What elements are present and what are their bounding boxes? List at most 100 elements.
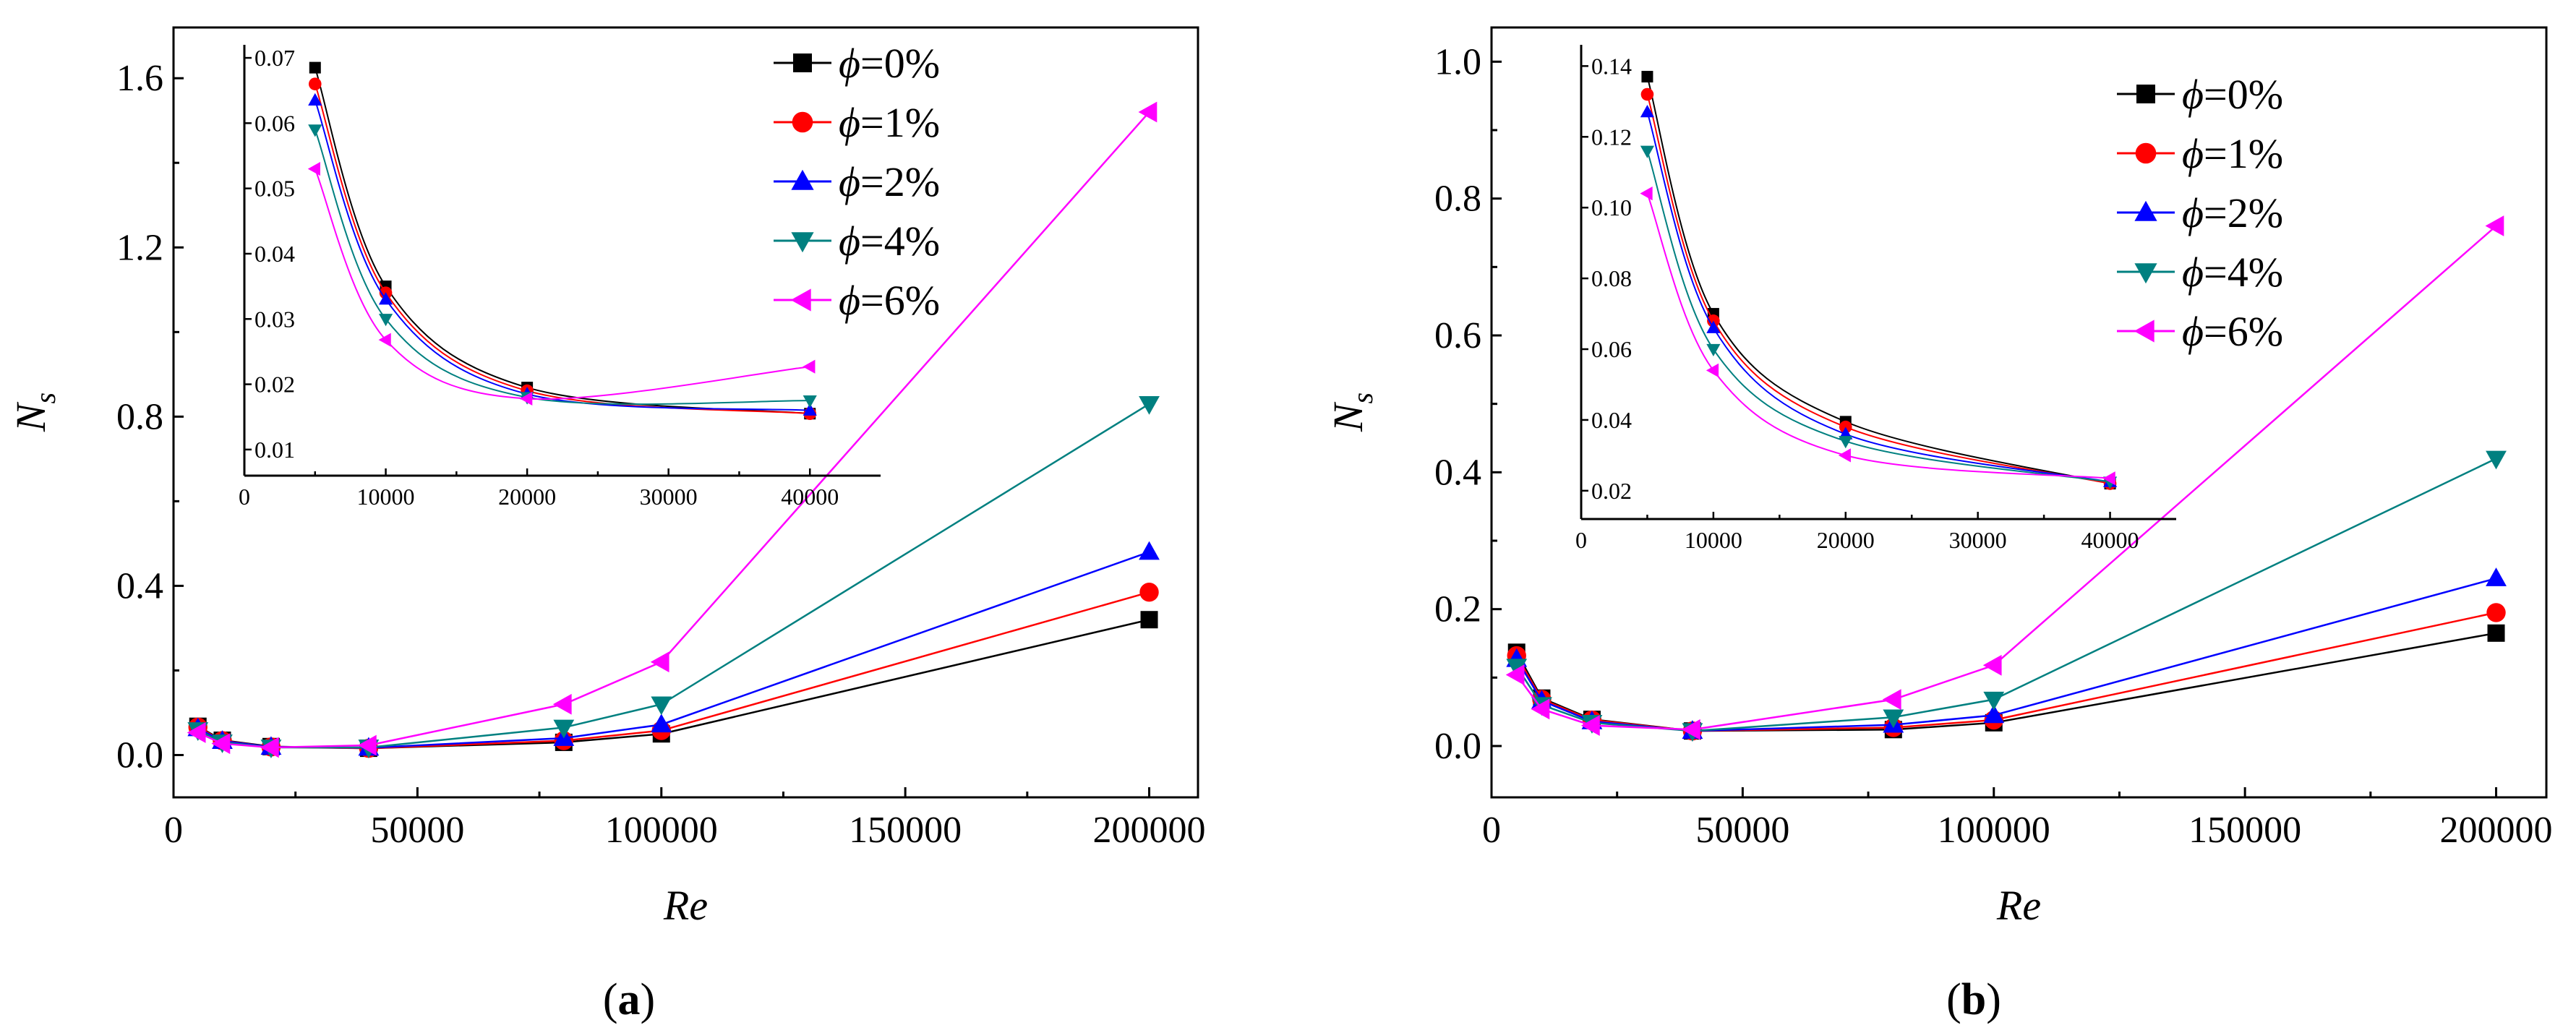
- inset-data-point: [1640, 187, 1653, 201]
- series-4: [187, 101, 1158, 758]
- data-point: [553, 719, 575, 739]
- panel-label-open: (: [603, 975, 618, 1024]
- series-line: [197, 591, 1150, 750]
- inset-series-3: [308, 124, 817, 408]
- inset-series-1: [308, 77, 817, 421]
- data-point: [1139, 395, 1160, 415]
- legend-equals: =: [2204, 249, 2228, 296]
- series-line: [197, 619, 1150, 750]
- inset-series-line: [314, 67, 810, 415]
- y-axis-label-subscript: s: [29, 393, 61, 404]
- data-point: [2487, 624, 2505, 642]
- legend-symbol: ϕ: [839, 40, 860, 87]
- legend: ϕ=0%ϕ=1%ϕ=2%ϕ=4%ϕ=6%: [774, 40, 940, 324]
- x-tick-label: 100000: [1938, 810, 2050, 851]
- inset-series-4: [1640, 187, 2115, 486]
- inset-data-point: [308, 77, 322, 90]
- inset-data-point: [307, 161, 320, 176]
- legend-label: ϕ=1%: [839, 99, 940, 146]
- inset-x-tick-label: 10000: [1685, 527, 1742, 553]
- series-line: [1515, 458, 2497, 732]
- legend-equals: =: [860, 277, 884, 324]
- series-0: [1507, 624, 2505, 740]
- inset-data-point: [1839, 436, 1853, 449]
- inset-y-tick-label: 0.01: [254, 437, 295, 463]
- series-line: [197, 403, 1150, 749]
- inset-data-point: [378, 314, 393, 327]
- panel-label: (a): [603, 975, 655, 1024]
- legend-marker: [790, 288, 811, 312]
- data-point: [211, 733, 231, 755]
- inset-x-tick-label: 0: [239, 484, 250, 510]
- data-point: [260, 737, 279, 758]
- legend-equals: =: [860, 99, 884, 146]
- inset-chart: 0 10000 20000 30000 40000 0.02 0.04 0.06 0.08 0.1…: [1575, 45, 2176, 553]
- x-tick-label: 100000: [605, 810, 718, 851]
- legend: ϕ=0%ϕ=1%ϕ=2%ϕ=4%ϕ=6%: [2117, 71, 2283, 355]
- x-axis-label: Re: [663, 882, 708, 929]
- data-point: [552, 693, 572, 715]
- legend-label: ϕ=4%: [2182, 249, 2283, 296]
- legend-marker: [2136, 85, 2155, 103]
- legend-label: ϕ=6%: [839, 277, 940, 324]
- inset-x-tick-label: 30000: [640, 484, 698, 510]
- legend-marker: [2135, 142, 2157, 164]
- y-axis-label-symbol: N: [1325, 401, 1372, 432]
- inset-data-point: [520, 391, 533, 406]
- x-tick-label: 150000: [2188, 810, 2301, 851]
- legend-symbol: ϕ: [2182, 308, 2204, 355]
- legend-equals: =: [2204, 308, 2228, 355]
- inset-y-tick-label: 0.12: [1591, 124, 1632, 150]
- legend-value: 4%: [884, 218, 940, 265]
- data-point: [1139, 582, 1159, 602]
- legend-marker: [2134, 200, 2157, 221]
- x-tick-label: 50000: [1695, 810, 1789, 851]
- inset-x-tick-label: 0: [1575, 527, 1587, 553]
- legend-equals: =: [860, 158, 884, 205]
- inset-data-point: [803, 359, 816, 374]
- legend-marker: [791, 232, 814, 253]
- inset-y-tick-label: 0.03: [254, 306, 295, 332]
- data-point: [357, 734, 377, 756]
- x-tick-label: 50000: [370, 810, 464, 851]
- y-tick-label: 1.0: [1434, 41, 1481, 82]
- x-tick-label: 150000: [849, 810, 962, 851]
- y-tick-label: 0.2: [1434, 589, 1481, 630]
- inset-y-tick-label: 0.02: [254, 372, 295, 398]
- inset-series-line: [314, 83, 810, 415]
- inset-x-tick-label: 20000: [498, 484, 556, 510]
- data-point: [2486, 450, 2507, 470]
- legend-symbol: ϕ: [2182, 130, 2204, 177]
- inset-data-point: [1640, 87, 1654, 101]
- series-0: [189, 611, 1158, 758]
- y-tick-label: 0.8: [116, 396, 163, 437]
- x-tick-label: 0: [164, 810, 183, 851]
- series-line: [197, 111, 1150, 749]
- inset-series-line: [314, 100, 810, 411]
- legend-symbol: ϕ: [839, 158, 860, 205]
- data-point: [1681, 719, 1700, 740]
- y-tick-label: 0.0: [1434, 726, 1481, 767]
- series-line: [1515, 612, 2496, 732]
- legend-marker: [2134, 263, 2157, 284]
- data-point: [1983, 691, 2005, 711]
- inset-data-point: [1640, 105, 1655, 118]
- legend-value: 2%: [884, 158, 940, 205]
- x-axis-label: Re: [1996, 882, 2041, 929]
- legend-label: ϕ=2%: [2182, 189, 2283, 236]
- data-point: [2485, 215, 2504, 236]
- plot-frame: [172, 26, 1199, 799]
- legend-value: 0%: [2228, 71, 2283, 118]
- inset-x-tick-label: 10000: [357, 484, 415, 510]
- data-point: [1531, 698, 1550, 720]
- legend-symbol: ϕ: [2182, 249, 2204, 296]
- data-point: [1139, 541, 1160, 560]
- inset-data-point: [1706, 320, 1721, 333]
- inset-series-1: [1640, 87, 2117, 490]
- inset-series-2: [308, 93, 817, 416]
- y-tick-label: 0.8: [1434, 179, 1481, 220]
- data-point: [1983, 704, 2005, 724]
- series-3: [1506, 450, 2507, 742]
- data-point: [650, 651, 669, 673]
- legend-value: 1%: [884, 99, 940, 146]
